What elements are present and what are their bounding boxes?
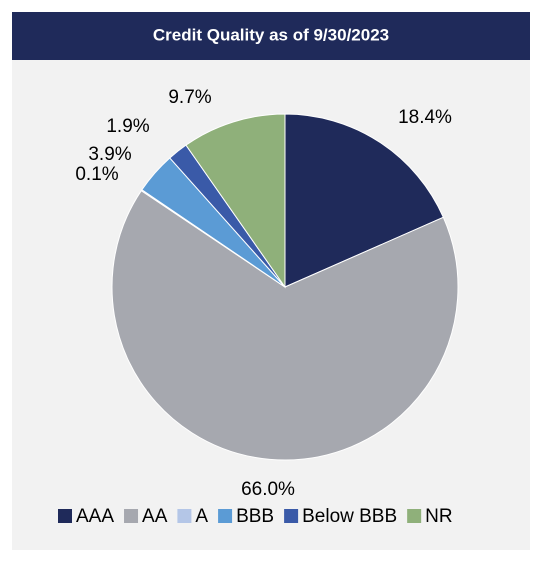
pie-slice xyxy=(185,113,286,289)
legend-swatch xyxy=(124,509,139,523)
legend-swatch xyxy=(58,509,72,523)
data-label: 66.0% xyxy=(241,479,295,500)
pie-slice xyxy=(284,113,444,288)
pie-slice xyxy=(111,189,459,461)
data-label: 18.4% xyxy=(398,107,452,128)
chart-title: Credit Quality as of 9/30/2023 xyxy=(153,25,389,44)
legend-swatch xyxy=(284,509,299,523)
data-label: 9.7% xyxy=(168,87,211,108)
legend-swatch xyxy=(177,509,192,523)
data-label: 3.9% xyxy=(88,144,131,165)
legend-swatch xyxy=(218,509,233,523)
legend-label: AA xyxy=(142,506,168,527)
header xyxy=(12,12,530,60)
data-label: 1.9% xyxy=(106,116,149,137)
data-label: 0.1% xyxy=(75,164,118,185)
legend-swatch xyxy=(407,509,422,523)
legend-label: NR xyxy=(425,506,452,527)
legend-label: A xyxy=(195,506,208,527)
legend-label: BBB xyxy=(236,506,274,527)
legend-label: AAA xyxy=(76,506,114,527)
legend-label: Below BBB xyxy=(302,506,397,527)
